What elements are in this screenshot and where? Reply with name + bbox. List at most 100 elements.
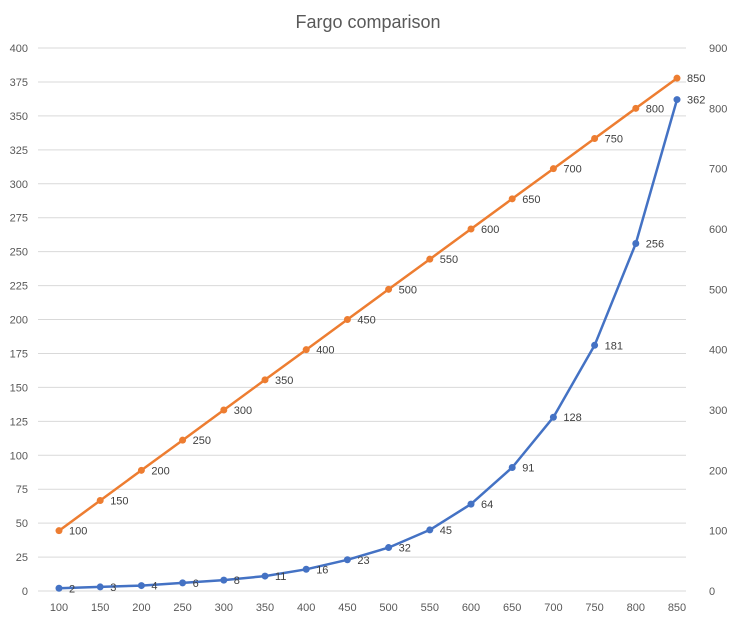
data-point — [508, 463, 516, 471]
data-label: 700 — [563, 164, 581, 176]
data-label: 850 — [687, 73, 705, 85]
data-label: 128 — [563, 412, 581, 424]
data-point — [137, 582, 145, 590]
data-point — [261, 572, 269, 580]
data-point — [55, 527, 63, 535]
x-tick-label: 200 — [132, 602, 150, 614]
data-label: 300 — [234, 405, 252, 417]
data-label: 64 — [481, 499, 493, 511]
left-y-tick-label: 400 — [10, 43, 28, 55]
data-label: 23 — [357, 555, 369, 567]
chart-title: Fargo comparison — [295, 12, 440, 32]
data-point — [220, 406, 228, 414]
right-y-tick-label: 300 — [709, 405, 727, 417]
left-y-tick-label: 250 — [10, 247, 28, 259]
right-y-axis: 0 100 200 300 400 500 600 700 800 900 — [709, 43, 727, 598]
data-point — [508, 195, 516, 203]
data-point — [549, 413, 557, 421]
x-tick-label: 800 — [627, 602, 645, 614]
x-tick-label: 500 — [379, 602, 397, 614]
right-y-tick-label: 600 — [709, 224, 727, 236]
data-label: 16 — [316, 564, 328, 576]
left-y-tick-label: 50 — [16, 518, 28, 530]
x-tick-label: 600 — [462, 602, 480, 614]
data-point — [632, 239, 640, 247]
left-y-tick-label: 300 — [10, 179, 28, 191]
data-label: 8 — [234, 575, 240, 587]
x-tick-label: 850 — [668, 602, 686, 614]
data-label: 150 — [110, 496, 128, 508]
data-label: 200 — [151, 465, 169, 477]
left-y-tick-label: 175 — [10, 348, 28, 360]
x-tick-label: 300 — [215, 602, 233, 614]
right-y-tick-label: 100 — [709, 526, 727, 538]
data-label: 6 — [193, 578, 199, 590]
data-label: 100 — [69, 526, 87, 538]
data-label: 600 — [481, 224, 499, 236]
right-y-tick-label: 900 — [709, 43, 727, 55]
left-y-tick-label: 200 — [10, 315, 28, 327]
data-point — [467, 225, 475, 233]
left-y-tick-label: 25 — [16, 552, 28, 564]
data-point — [302, 565, 310, 573]
x-tick-label: 550 — [421, 602, 439, 614]
x-tick-label: 700 — [544, 602, 562, 614]
left-y-tick-label: 375 — [10, 77, 28, 89]
data-point — [632, 104, 640, 112]
series-2: 100 150 200 250 300 350 400 450 500 550 600 650 700 7… — [55, 73, 705, 538]
data-label: 550 — [440, 254, 458, 266]
data-label: 4 — [151, 581, 157, 593]
x-tick-label: 100 — [50, 602, 68, 614]
data-point — [467, 500, 475, 508]
data-point — [591, 341, 599, 349]
data-point — [426, 526, 434, 534]
left-y-axis: 0 25 50 75 100 125 150 175 200 225 250 275 300 325 350… — [10, 43, 28, 598]
right-y-tick-label: 200 — [709, 465, 727, 477]
data-label: 800 — [646, 103, 664, 115]
data-point — [591, 135, 599, 142]
data-point — [179, 436, 187, 444]
data-label: 250 — [193, 435, 211, 447]
data-point — [96, 583, 104, 591]
left-y-tick-label: 350 — [10, 111, 28, 123]
data-label: 91 — [522, 462, 534, 474]
x-tick-label: 400 — [297, 602, 315, 614]
data-label: 3 — [110, 582, 116, 594]
data-label: 32 — [399, 543, 411, 555]
x-tick-label: 650 — [503, 602, 521, 614]
data-label: 350 — [275, 375, 293, 387]
data-label: 500 — [399, 284, 417, 296]
data-label: 181 — [605, 340, 623, 352]
x-tick-label: 750 — [585, 602, 603, 614]
left-y-tick-label: 75 — [16, 484, 28, 496]
data-label: 750 — [605, 134, 623, 146]
data-point — [55, 584, 63, 592]
x-tick-label: 350 — [256, 602, 274, 614]
data-label: 2 — [69, 583, 75, 595]
data-point — [426, 255, 434, 263]
x-tick-label: 250 — [173, 602, 191, 614]
left-y-tick-label: 125 — [10, 416, 28, 428]
right-y-tick-label: 700 — [709, 164, 727, 176]
left-y-tick-label: 225 — [10, 281, 28, 293]
data-point — [179, 579, 187, 587]
right-y-tick-label: 0 — [709, 586, 715, 598]
data-label: 400 — [316, 345, 334, 357]
series-line — [58, 99, 679, 590]
data-point — [137, 466, 145, 474]
left-y-tick-label: 325 — [10, 145, 28, 157]
data-point — [343, 316, 351, 323]
data-point — [261, 376, 269, 384]
x-tick-label: 150 — [91, 602, 109, 614]
left-y-tick-label: 275 — [10, 213, 28, 225]
right-y-tick-label: 800 — [709, 103, 727, 115]
series-line — [58, 77, 678, 532]
data-point — [302, 346, 310, 354]
data-label: 450 — [357, 315, 375, 327]
data-point — [96, 497, 104, 504]
data-point — [343, 556, 351, 564]
data-point — [385, 544, 393, 552]
